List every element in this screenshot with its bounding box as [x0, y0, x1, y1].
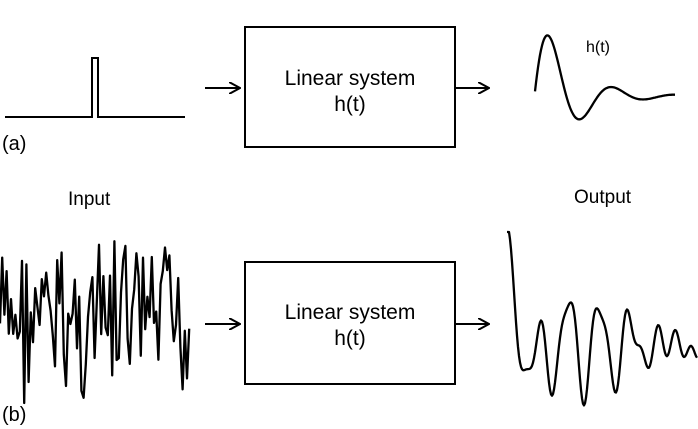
- output-label: Output: [574, 187, 632, 208]
- system-b-title: Linear system: [284, 301, 416, 324]
- panel-a-label: (a): [2, 133, 27, 155]
- impulse-input-signal: [5, 57, 185, 118]
- panel-b-label: (b): [2, 404, 27, 426]
- system-b-function: h(t): [334, 327, 366, 350]
- input-label: Input: [68, 189, 111, 210]
- impulse-response-curve: [533, 34, 676, 121]
- system-box-b-text: Linear system h(t): [245, 300, 455, 352]
- random-input-signal: [0, 240, 191, 405]
- impulse-response-label: h(t): [586, 39, 610, 56]
- filtered-output-signal: [506, 230, 698, 407]
- system-a-title: Linear system: [284, 67, 416, 90]
- system-a-function: h(t): [334, 93, 366, 116]
- system-box-a-text: Linear system h(t): [245, 66, 455, 118]
